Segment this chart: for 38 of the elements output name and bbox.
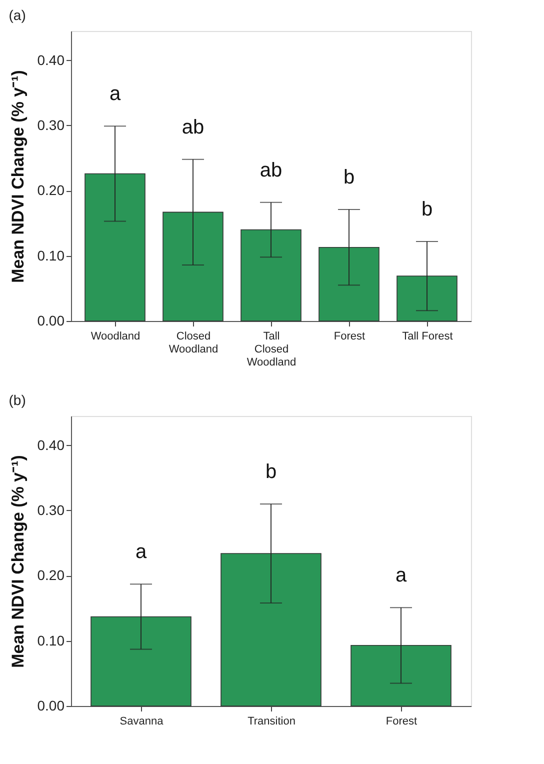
y-tick-label: 0.10 (37, 247, 65, 264)
annotation: a (395, 564, 408, 587)
bar (84, 173, 146, 322)
annotation: ab (260, 159, 282, 182)
bar (240, 229, 302, 322)
chart-title: (a) (8, 7, 26, 23)
chart-title: (b) (8, 392, 26, 408)
bar (318, 246, 380, 322)
y-tick-label: 0.40 (37, 436, 65, 453)
y-tick-label: 0.30 (37, 502, 65, 518)
y-tick-label: 0.30 (37, 116, 65, 133)
annotation: b (421, 198, 433, 220)
x-tick-label: Transition (248, 716, 296, 728)
bar (90, 616, 192, 706)
x-tick-label: Forest (386, 716, 418, 728)
x-tick-label: Closed Woodland (168, 330, 218, 356)
y-tick-label: 0.40 (37, 52, 65, 68)
annotation: b (265, 460, 277, 483)
bar (220, 553, 322, 706)
x-tick-label: Tall Forest (402, 330, 453, 342)
y-tick-label: 0.00 (37, 698, 65, 714)
bar (396, 276, 458, 322)
bar (162, 212, 224, 322)
y-tick-label: 0.20 (37, 567, 65, 584)
annotation: ab (182, 116, 204, 138)
annotation: a (135, 541, 148, 564)
x-tick-label: Tall Closed Woodland (246, 330, 296, 368)
y-tick-label: 0.20 (37, 182, 65, 198)
x-tick-label: Savanna (120, 716, 164, 728)
y-axis-title: Mean NDVI Change (% y⁻¹) (8, 70, 28, 283)
annotation: a (109, 83, 122, 106)
x-tick-label: Forest (334, 330, 366, 342)
x-tick-label: Woodland (90, 330, 140, 342)
bar (350, 644, 452, 706)
annotation: b (343, 166, 355, 189)
y-axis-title: Mean NDVI Change (% y⁻¹) (8, 455, 28, 668)
y-tick-label: 0.10 (37, 632, 65, 648)
y-tick-label: 0.00 (37, 312, 65, 328)
